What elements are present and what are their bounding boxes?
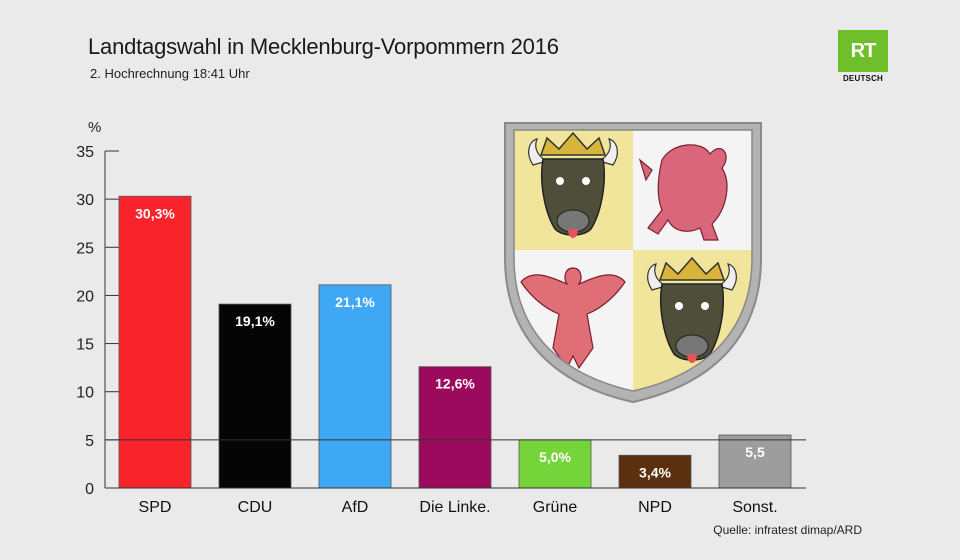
bar-value-label-1: 19,1% — [235, 313, 275, 329]
category-label-3: Die Linke. — [419, 499, 490, 516]
y-tick-label-20: 20 — [76, 288, 94, 305]
category-label-4: Grüne — [533, 499, 578, 516]
bar-4 — [518, 439, 592, 489]
bar-2 — [318, 284, 392, 489]
chart-subtitle: 2. Hochrechnung 18:41 Uhr — [90, 66, 250, 81]
y-axis-unit-label: % — [88, 119, 101, 136]
bar-value-label-0: 30,3% — [135, 205, 175, 221]
bar-6 — [718, 434, 792, 489]
bar-value-label-4: 5,0% — [539, 449, 571, 465]
y-tick-label-25: 25 — [76, 240, 94, 257]
category-label-0: SPD — [139, 499, 172, 516]
y-tick-label-10: 10 — [76, 385, 94, 402]
chart-title: Landtagswahl in Mecklenburg-Vorpommern 2… — [88, 34, 559, 59]
bar-1 — [218, 303, 292, 489]
bar-5 — [618, 454, 692, 489]
bar-3 — [418, 366, 492, 489]
source-note: Quelle: infratest dimap/ARD — [713, 523, 862, 537]
bar-value-label-5: 3,4% — [639, 464, 671, 480]
y-tick-label-15: 15 — [76, 337, 94, 354]
bar-value-label-2: 21,1% — [335, 294, 375, 310]
bar-0 — [118, 195, 192, 489]
y-tick-label-0: 0 — [85, 481, 94, 498]
category-label-2: AfD — [342, 499, 369, 516]
rt-logo-mark: RT — [838, 30, 888, 72]
category-label-1: CDU — [238, 499, 273, 516]
y-tick-label-30: 30 — [76, 192, 94, 209]
rt-logo-subtext: DEUTSCH — [842, 74, 884, 83]
category-label-6: Sonst. — [732, 499, 777, 516]
mecklenburg-vorpommern-coat-of-arms-icon — [504, 122, 762, 404]
y-tick-label-5: 5 — [85, 433, 94, 450]
category-label-5: NPD — [638, 499, 672, 516]
bar-value-label-6: 5,5 — [745, 444, 765, 460]
rt-deutsch-logo: RT DEUTSCH — [838, 30, 888, 83]
bar-value-label-3: 12,6% — [435, 376, 475, 392]
y-tick-label-35: 35 — [76, 144, 94, 161]
